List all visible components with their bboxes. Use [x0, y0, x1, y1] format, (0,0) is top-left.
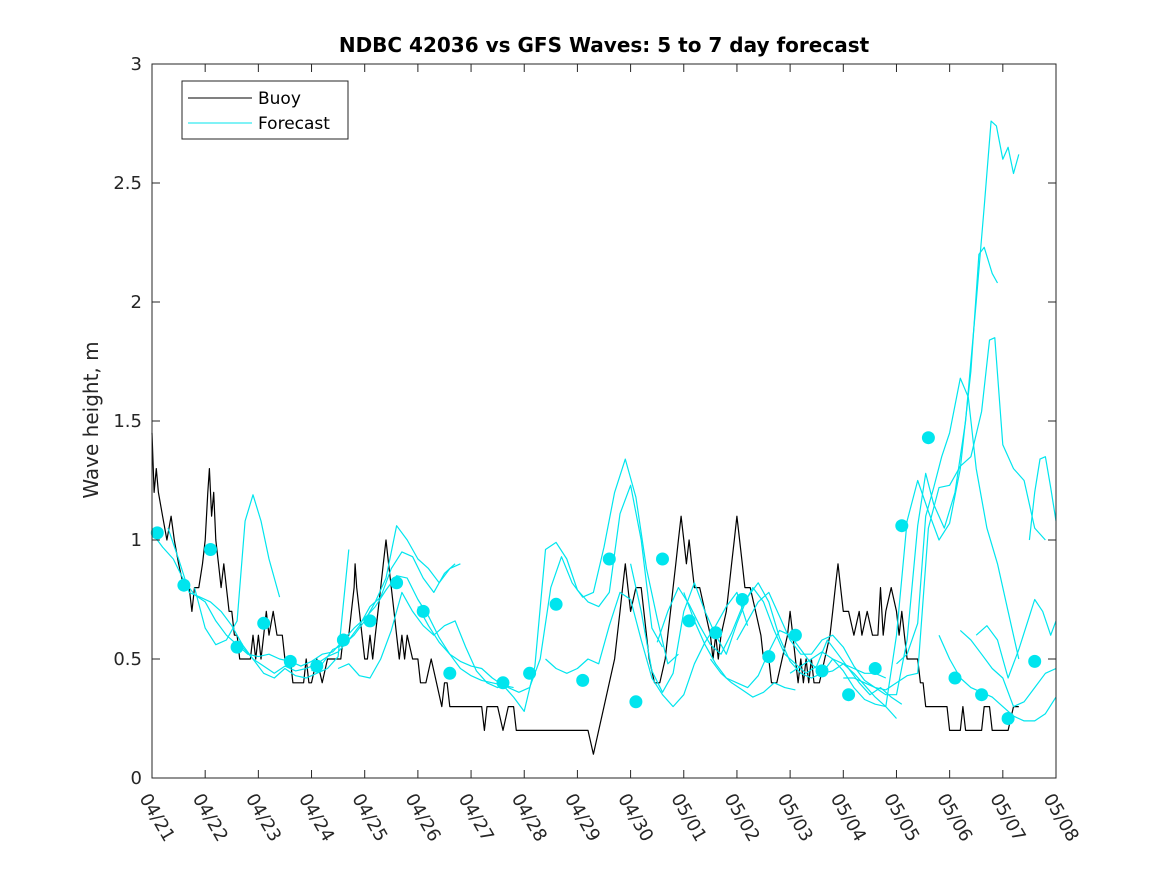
- legend-box: [181, 80, 349, 140]
- forecast-marker-9: [390, 576, 404, 590]
- legend: Buoy Forecast: [181, 80, 349, 140]
- forecast-marker-7: [336, 633, 350, 647]
- forecast-series-line-14: [736, 337, 1046, 691]
- forecast-marker-11: [443, 666, 457, 680]
- forecast-marker-32: [1028, 654, 1042, 668]
- plot-area: [152, 64, 1056, 778]
- x-tick-label-6: 04/27: [454, 790, 498, 845]
- y-axis-label: Wave height, m: [79, 341, 103, 498]
- forecast-marker-4: [257, 616, 271, 630]
- forecast-marker-15: [576, 673, 590, 687]
- forecast-marker-26: [868, 662, 882, 675]
- forecast-marker-18: [656, 552, 669, 566]
- forecast-marker-22: [762, 650, 776, 664]
- forecast-marker-5: [283, 654, 297, 668]
- forecast-marker-24: [815, 664, 829, 678]
- x-tick-label-4: 04/25: [347, 790, 391, 845]
- forecast-series-line-8: [497, 458, 679, 693]
- legend-label-buoy: Buoy: [258, 89, 301, 109]
- forecast-marker-20: [709, 626, 723, 640]
- x-tick-label-15: 05/06: [932, 790, 976, 845]
- forecast-marker-8: [363, 614, 377, 628]
- x-tick-label-17: 05/08: [1039, 790, 1083, 845]
- forecast-series-line-3: [193, 494, 281, 646]
- forecast-marker-16: [602, 552, 616, 566]
- forecast-marker-28: [921, 431, 935, 445]
- x-tick-label-14: 05/05: [879, 790, 923, 845]
- y-tick-label-1: 0.5: [113, 649, 142, 670]
- forecast-series-line-13: [709, 658, 796, 698]
- x-tick-label-12: 05/03: [773, 790, 817, 845]
- forecast-series-line-6: [337, 591, 509, 689]
- y-tick-label-5: 2.5: [113, 173, 142, 194]
- forecast-marker-10: [416, 604, 430, 618]
- forecast-series-line-16: [843, 120, 1020, 696]
- x-tick-label-5: 04/26: [401, 790, 445, 845]
- forecast-series-line-7: [417, 484, 664, 713]
- forecast-marker-23: [788, 628, 802, 642]
- forecast-series-line-10: [630, 563, 897, 719]
- forecast-marker-3: [230, 640, 244, 654]
- y-tick-label-3: 1.5: [113, 411, 142, 432]
- forecast-marker-30: [975, 688, 989, 702]
- x-tick-label-13: 05/04: [826, 790, 870, 845]
- series-layer: [151, 120, 1057, 755]
- forecast-marker-0: [150, 526, 164, 540]
- forecast-marker-29: [948, 671, 962, 685]
- forecast-series-line-5: [311, 525, 461, 672]
- forecast-marker-1: [177, 578, 191, 592]
- x-tick-label-2: 04/23: [241, 790, 285, 845]
- forecast-series-line-19: [959, 629, 1057, 708]
- x-tick-label-1: 04/22: [188, 790, 232, 845]
- forecast-marker-25: [842, 688, 856, 702]
- forecast-marker-14: [549, 597, 563, 611]
- y-tick-label-2: 1: [131, 530, 142, 551]
- marker-layer: [150, 431, 1042, 725]
- x-tick-label-10: 05/01: [666, 790, 710, 845]
- forecast-marker-31: [1001, 712, 1015, 725]
- forecast-marker-19: [682, 614, 696, 628]
- x-tick-label-0: 04/21: [135, 790, 179, 845]
- x-tick-label-11: 05/02: [720, 790, 764, 845]
- forecast-series-line-4: [241, 549, 350, 679]
- forecast-marker-27: [895, 519, 909, 533]
- x-tick-label-8: 04/29: [560, 790, 604, 845]
- y-tick-label-0: 0: [131, 768, 142, 789]
- legend-label-forecast: Forecast: [258, 114, 330, 134]
- chart-title: NDBC 42036 vs GFS Waves: 5 to 7 day fore…: [339, 33, 870, 57]
- forecast-series-line-11: [656, 586, 903, 705]
- forecast-marker-17: [629, 695, 643, 709]
- x-tick-label-16: 05/07: [985, 790, 1029, 845]
- x-tick-label-3: 04/24: [294, 790, 338, 845]
- forecast-series-line-20: [975, 598, 1057, 679]
- forecast-marker-12: [496, 676, 510, 690]
- forecast-series-line-17: [896, 377, 1020, 665]
- y-tick-label-4: 2: [131, 292, 142, 313]
- forecast-series-line-1: [151, 532, 514, 689]
- forecast-marker-6: [310, 659, 324, 673]
- forecast-marker-2: [204, 543, 217, 556]
- buoy-series-line: [151, 432, 1019, 755]
- x-tick-label-7: 04/28: [507, 790, 551, 845]
- x-tick-label-9: 04/30: [613, 790, 657, 845]
- y-tick-label-6: 3: [131, 54, 142, 75]
- forecast-marker-21: [735, 593, 749, 606]
- forecast-marker-13: [523, 666, 537, 680]
- forecast-series-line-21: [1028, 456, 1057, 541]
- forecast-series-line-12: [683, 592, 887, 689]
